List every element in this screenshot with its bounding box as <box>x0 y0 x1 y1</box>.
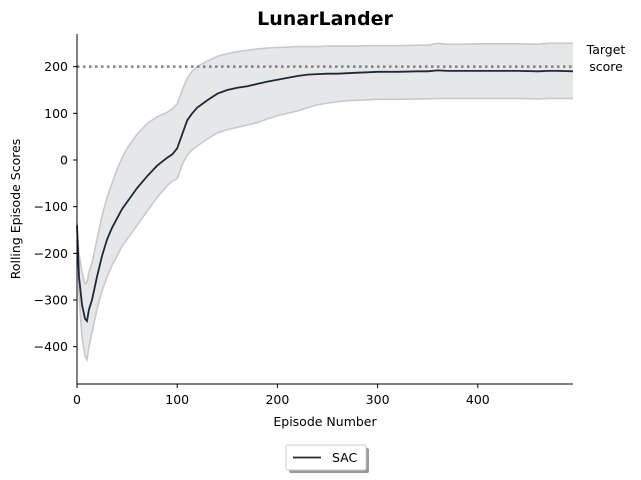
sac-band-lower-edge <box>76 97 573 363</box>
sac-confidence-band <box>77 43 573 360</box>
y-tick-label: 100 <box>44 106 68 121</box>
y-tick-label: −200 <box>34 246 68 261</box>
y-tick-label: 200 <box>44 59 68 74</box>
legend-box <box>285 444 367 471</box>
x-tick-group: 0 100 200 300 400 <box>73 384 490 407</box>
x-tick-label: 0 <box>73 392 81 407</box>
y-tick-label: 0 <box>60 153 68 168</box>
y-tick-label: −100 <box>34 199 68 214</box>
target-score-label-line2: score <box>589 59 623 74</box>
target-score-label-line1: Target <box>586 42 626 57</box>
y-axis-title: Rolling Episode Scores <box>8 139 23 280</box>
x-tick-label: 200 <box>265 392 289 407</box>
sac-band-upper-edge <box>76 42 573 286</box>
y-tick-label: −400 <box>34 339 68 354</box>
chart-title: LunarLander <box>257 8 393 30</box>
x-tick-label: 100 <box>165 392 189 407</box>
legend-label-sac: SAC <box>332 450 357 465</box>
x-tick-label: 400 <box>466 392 490 407</box>
x-tick-label: 300 <box>366 392 390 407</box>
confidence-band-layer <box>76 42 573 363</box>
sac-mean-line <box>76 69 574 324</box>
x-axis-title: Episode Number <box>273 414 377 429</box>
y-tick-label: −300 <box>34 293 68 308</box>
y-tick-group: −400 −300 −200 −100 0 100 200 <box>34 59 77 354</box>
legend: SAC <box>285 444 369 473</box>
